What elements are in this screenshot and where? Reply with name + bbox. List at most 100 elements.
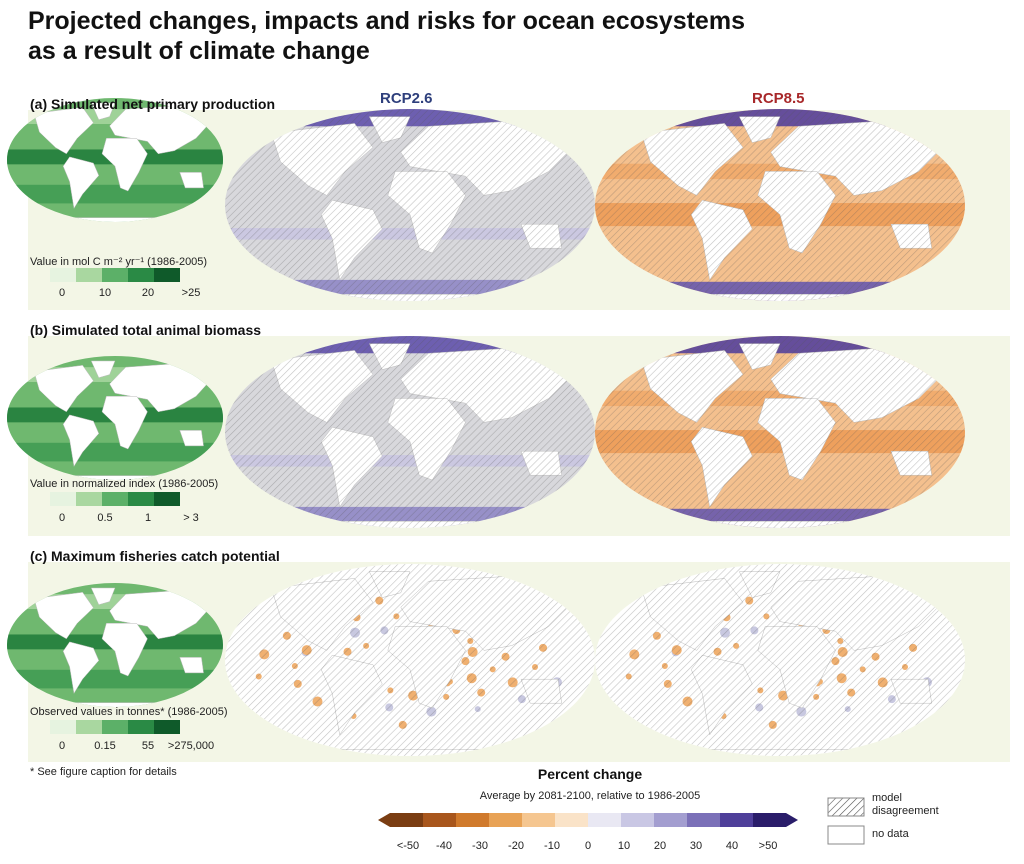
land: [90, 587, 116, 605]
land: [179, 430, 204, 447]
legend-text: Observed values in tonnes* (1986-2005): [30, 706, 228, 718]
model-disagreement: [595, 564, 965, 756]
map: [225, 109, 595, 301]
colorbar-tick-label: -10: [544, 840, 560, 852]
panel-label: (c) Maximum fisheries catch potential: [30, 548, 280, 564]
colorbar-swatch: [456, 813, 489, 827]
land: [62, 414, 100, 468]
model-disagreement: [595, 109, 965, 301]
title: Projected changes, impacts and risks for…: [28, 7, 745, 35]
map: [225, 564, 595, 756]
legend-swatch: [102, 492, 128, 506]
legend-swatch: [102, 268, 128, 282]
band: [7, 442, 223, 462]
legend-tick-label: 0.5: [97, 512, 113, 524]
legend-swatch: [154, 720, 180, 734]
colorbar-title: Percent change: [537, 766, 643, 782]
panel-label: (a) Simulated net primary production: [30, 96, 276, 112]
colorbar-swatch: [522, 813, 555, 827]
land: [33, 365, 94, 413]
legend-tick-label: >25: [181, 287, 201, 299]
colorbar-tick-label: 30: [689, 840, 703, 852]
key-label: no data: [872, 828, 909, 840]
model-disagreement: [225, 564, 595, 756]
legend-swatch: [102, 720, 128, 734]
colorbar-tick-label: 40: [725, 840, 739, 852]
colorbar-tick-label: 0: [584, 840, 592, 852]
colorbar-swatch: [390, 813, 423, 827]
colorbar-swatch: [753, 813, 786, 827]
legend-swatch: [128, 720, 154, 734]
legend-tick-label: 0: [58, 287, 66, 299]
land: [101, 396, 148, 450]
legend-tick-label: 1: [144, 512, 152, 524]
model-disagreement: [225, 109, 595, 301]
legend-tick-label: > 3: [183, 512, 199, 524]
land: [109, 363, 211, 413]
legend-swatch: [76, 720, 102, 734]
model-disagreement: [595, 336, 965, 528]
scenario-label: RCP8.5: [752, 90, 805, 107]
legend-tick-label: 10: [98, 287, 112, 299]
land: [62, 156, 100, 210]
colorbar-arrow: [378, 813, 390, 827]
land: [33, 107, 94, 155]
land: [90, 360, 116, 378]
legend-swatch: [154, 268, 180, 282]
legend-swatch: [128, 492, 154, 506]
colorbar-subtitle: Average by 2081-2100, relative to 1986-2…: [479, 790, 701, 802]
land: [62, 641, 100, 695]
map: [7, 356, 223, 480]
map: [7, 98, 223, 222]
colorbar-tick-label: >50: [758, 840, 778, 852]
legend-text: Value in normalized index (1986-2005): [30, 478, 219, 490]
land: [101, 138, 148, 192]
land: [109, 105, 211, 155]
colorbar-arrow: [786, 813, 798, 827]
key-nodata: [827, 825, 865, 845]
colorbar-tick-label: -20: [508, 840, 524, 852]
colorbar-swatch: [687, 813, 720, 827]
title: as a result of climate change: [28, 37, 370, 65]
legend-swatch: [50, 492, 76, 506]
colorbar-tick-label: 20: [653, 840, 667, 852]
colorbar-swatch: [423, 813, 456, 827]
colorbar-swatch: [621, 813, 654, 827]
map: [225, 336, 595, 528]
colorbar-swatch: [489, 813, 522, 827]
colorbar-swatch: [720, 813, 753, 827]
legend-swatch: [50, 720, 76, 734]
legend-swatch: [154, 492, 180, 506]
land: [179, 172, 204, 189]
scenario-label: RCP2.6: [380, 90, 433, 107]
map: [7, 583, 223, 707]
band: [7, 184, 223, 204]
footnote: * See figure caption for details: [30, 766, 177, 778]
band: [7, 669, 223, 689]
legend-tick-label: 55: [141, 740, 155, 752]
legend-tick-label: 20: [141, 287, 155, 299]
legend-text: Value in mol C m⁻² yr⁻¹ (1986-2005): [30, 256, 208, 268]
panel-label: (b) Simulated total animal biomass: [30, 322, 262, 338]
colorbar-tick-label: 10: [617, 840, 631, 852]
map: [595, 564, 965, 756]
land: [101, 623, 148, 677]
legend-swatch: [128, 268, 154, 282]
colorbar-swatch: [654, 813, 687, 827]
colorbar-swatch: [555, 813, 588, 827]
land: [109, 590, 211, 640]
colorbar-tick-label: <-50: [396, 840, 420, 852]
land: [179, 657, 204, 674]
legend-tick-label: >275,000: [167, 740, 215, 752]
legend-tick-label: 0: [58, 740, 66, 752]
legend-tick-label: 0.15: [94, 740, 116, 752]
colorbar-swatch: [588, 813, 621, 827]
key-hatch: [827, 797, 865, 817]
legend-swatch: [76, 268, 102, 282]
key-label: model disagreement: [872, 792, 939, 817]
land: [33, 592, 94, 640]
legend-swatch: [76, 492, 102, 506]
legend-swatch: [50, 268, 76, 282]
colorbar-tick-label: -30: [472, 840, 488, 852]
